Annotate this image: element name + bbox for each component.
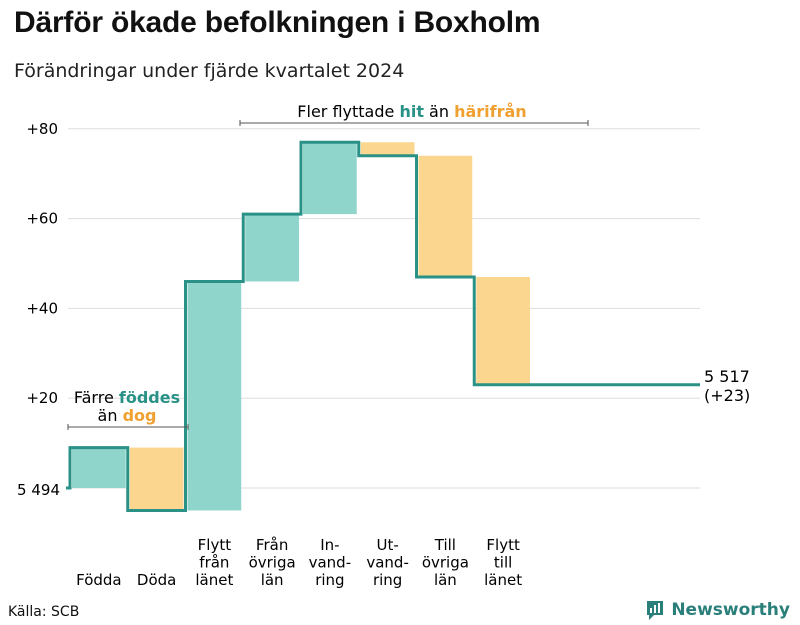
brand-name: Newsworthy	[671, 600, 790, 620]
chart-subtitle: Förändringar under fjärde kvartalet 2024	[14, 60, 405, 82]
newsworthy-icon	[647, 601, 664, 620]
annotation-right-highlight-away: härifrån	[454, 102, 527, 121]
bars	[72, 142, 530, 511]
x-label-line: Döda	[137, 571, 176, 589]
bar-flytt-från-länet	[187, 281, 242, 511]
x-label-line: ring	[315, 571, 344, 589]
end-change-label: (+23)	[704, 386, 750, 405]
chart-title: Därför ökade befolkningen i Boxholm	[14, 6, 541, 39]
annotation-right-bracket	[239, 120, 589, 126]
x-label-line: från	[199, 554, 229, 572]
annotation-left-text-a: Färre	[74, 388, 119, 407]
y-tick-label: +40	[26, 299, 58, 317]
y-tick-label: +80	[26, 120, 58, 138]
bar-födda	[72, 447, 126, 488]
x-label-line: In-	[320, 536, 339, 554]
x-label-line: Till	[434, 536, 456, 554]
gridlines	[68, 128, 700, 489]
y-tick-label: +20	[26, 389, 58, 407]
x-axis-labels: Födda DödaFlyttfrånlänetFrånövrigalänIn-v…	[76, 536, 522, 589]
x-label-line: vand-	[309, 554, 352, 572]
annotation-right-text-c: än	[424, 102, 454, 121]
annotation-right: Fler flyttade hit än härifrån	[297, 102, 526, 121]
x-label-line: län	[434, 571, 457, 589]
x-label-line: vand-	[366, 554, 409, 572]
source-note: Källa: SCB	[8, 604, 80, 620]
bar-till-övriga-län	[418, 155, 473, 277]
x-label-line: län	[261, 571, 284, 589]
step-line	[66, 140, 700, 512]
start-value-label: 5 494	[17, 481, 60, 499]
bar-invandring	[303, 142, 357, 215]
x-label-line: Flytt	[198, 536, 232, 554]
x-label-line: Ut-	[376, 536, 398, 554]
waterfall-chart: +80+60+40+20 Födda DödaFlyttfrånlänetFrån…	[17, 102, 750, 589]
x-label-line: länet	[195, 571, 233, 589]
bar-från-övriga-län	[245, 214, 299, 282]
annotation-left-line1: Färre föddes	[74, 388, 180, 407]
annotation-left-highlight-born: föddes	[119, 388, 180, 407]
x-label-line: övriga	[422, 554, 469, 572]
x-label-line: övriga	[249, 554, 296, 572]
brand-logo: Newsworthy	[645, 599, 790, 621]
end-value-label: 5 517	[704, 367, 750, 386]
x-label-line: till	[494, 554, 512, 572]
x-label-line: ring	[373, 571, 402, 589]
annotation-left-bracket	[67, 424, 189, 430]
bar-flytt-till-länet	[476, 276, 530, 385]
bar-döda	[129, 447, 184, 511]
x-label-line: Flytt	[486, 536, 520, 554]
x-label-line: Födda	[76, 571, 122, 589]
y-axis-ticks: +80 +60 +40 +20	[26, 120, 58, 407]
annotation-left-highlight-died: dog	[123, 406, 157, 425]
annotation-left-text-c: än	[98, 406, 123, 425]
x-label-line: Från	[256, 536, 288, 554]
bar-utvandring	[360, 142, 415, 156]
annotation-right-highlight-here: hit	[399, 102, 424, 121]
x-label-line: länet	[484, 571, 522, 589]
annotation-right-text-a: Fler flyttade	[297, 102, 399, 121]
y-tick-label: +60	[26, 210, 58, 228]
annotation-left-line2: än dog	[98, 406, 157, 425]
